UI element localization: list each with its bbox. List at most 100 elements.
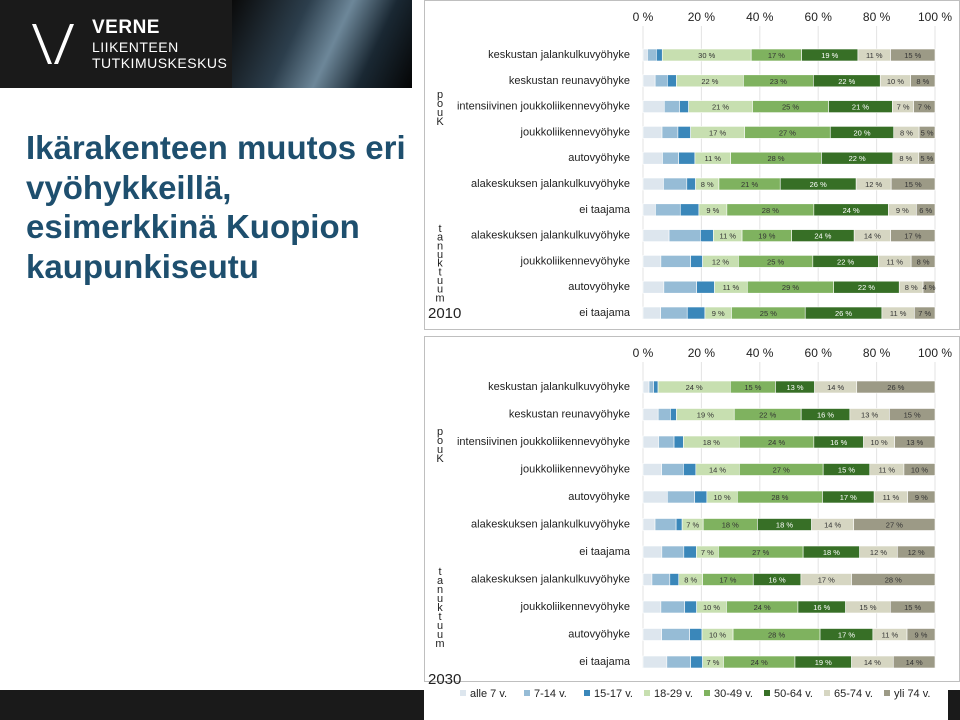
group-label-letter: t: [438, 266, 441, 278]
bar-segment: [863, 435, 895, 449]
data-label: 27 %: [773, 466, 790, 475]
data-label: 21 %: [741, 180, 758, 189]
data-label: 19 %: [815, 658, 832, 667]
bar-segment: [661, 463, 684, 476]
data-label: 15 %: [838, 466, 855, 475]
group-label-letter: p: [437, 89, 443, 101]
bar-segment: [661, 545, 685, 559]
x-tick-label: 80 %: [863, 346, 891, 360]
data-label: 11 %: [882, 631, 899, 640]
bar-segment: [752, 100, 829, 113]
data-label: 14 %: [709, 466, 726, 475]
bar-segment: [655, 203, 681, 217]
data-label: 28 %: [767, 154, 784, 163]
bar-segment: [696, 600, 727, 614]
data-label: 17 %: [840, 493, 857, 502]
bar-segment: [738, 255, 814, 268]
bar-segment: [667, 74, 677, 88]
bar-segment: [642, 518, 656, 531]
data-label: 22 %: [858, 283, 875, 292]
legend-swatch: [584, 690, 590, 696]
bar-segment: [642, 655, 668, 669]
data-label: 27 %: [886, 521, 903, 530]
bar-segment: [819, 628, 874, 641]
x-tick-label: 100 %: [918, 10, 952, 24]
bar-segment: [694, 151, 731, 165]
group-label-letter: n: [437, 584, 443, 596]
legend-label: 50-64 v.: [774, 688, 813, 700]
data-label: 29 %: [782, 283, 799, 292]
bar-segment: [750, 48, 802, 62]
bar-segment: [757, 518, 812, 531]
bar-segment: [677, 126, 691, 139]
bar-segment: [779, 177, 857, 191]
data-label: 18 %: [722, 521, 739, 530]
group-label-letter: u: [437, 593, 443, 605]
bar-segment: [814, 380, 858, 394]
data-label: 28 %: [768, 631, 785, 640]
data-label: 26 %: [887, 383, 904, 392]
bar-segment: [694, 490, 708, 504]
category-label: autovyöhyke: [568, 152, 630, 164]
legend-item: 65-74 v.: [824, 688, 873, 700]
data-label: 8 %: [917, 257, 930, 266]
bar-segment: [683, 463, 697, 476]
category-label: joukkoliikennevyöhyke: [520, 464, 630, 476]
bar-segment: [702, 518, 758, 531]
bar-segment: [859, 545, 898, 559]
bar-segment: [654, 518, 677, 531]
data-label: 30 %: [698, 51, 715, 60]
bar-segment: [822, 463, 871, 476]
bar-segment: [800, 573, 852, 586]
data-label: 27 %: [779, 128, 796, 137]
data-label: 22 %: [759, 411, 776, 420]
x-tick-label: 40 %: [746, 10, 774, 24]
bar-segment: [811, 518, 855, 531]
data-label: 8 %: [905, 283, 918, 292]
bar-segment: [813, 74, 881, 88]
category-label: keskustan jalankulkuvyöhyke: [488, 381, 630, 393]
bar-segment: [663, 177, 688, 191]
legend-swatch: [824, 690, 830, 696]
bar-segment: [833, 280, 900, 294]
data-label: 8 %: [899, 154, 912, 163]
bar-segment: [821, 151, 894, 165]
legend-item: alle 7 v.: [460, 688, 507, 700]
bar-segment: [673, 435, 684, 449]
bar-segment: [729, 380, 776, 394]
data-label: 17 %: [709, 128, 726, 137]
data-label: 27 %: [752, 548, 769, 557]
bar-segment: [849, 408, 890, 421]
data-label: 24 %: [686, 383, 703, 392]
data-label: 7 %: [701, 548, 714, 557]
bar-segment: [800, 408, 851, 421]
data-label: 16 %: [769, 576, 786, 585]
bar-segment: [918, 151, 936, 165]
x-tick-label: 20 %: [688, 10, 716, 24]
data-label: 19 %: [821, 51, 838, 60]
bar-segment: [683, 545, 697, 559]
data-label: 21 %: [712, 103, 729, 112]
bar-segment: [678, 573, 703, 586]
bar-segment: [892, 100, 915, 113]
bar-segment: [642, 408, 659, 421]
legend-swatch: [644, 690, 650, 696]
data-label: 11 %: [879, 466, 896, 475]
bar-segment: [718, 177, 781, 191]
data-label: 25 %: [782, 103, 799, 112]
category-label: ei taajama: [579, 204, 631, 216]
data-label: 14 %: [906, 658, 923, 667]
data-label: 8 %: [684, 576, 697, 585]
data-label: 28 %: [885, 576, 902, 585]
legend-swatch: [704, 690, 710, 696]
group-label-letter: k: [437, 258, 443, 270]
data-label: 4 %: [923, 283, 936, 292]
legend-label: 65-74 v.: [834, 688, 873, 700]
bar-segment: [851, 573, 936, 586]
bar-segment: [661, 628, 690, 641]
legend-label: 7-14 v.: [534, 688, 567, 700]
bar-segment: [894, 435, 936, 449]
data-label: 7 %: [686, 521, 699, 530]
data-label: 12 %: [870, 548, 887, 557]
category-label: joukkoliikennevyöhyke: [520, 601, 630, 613]
